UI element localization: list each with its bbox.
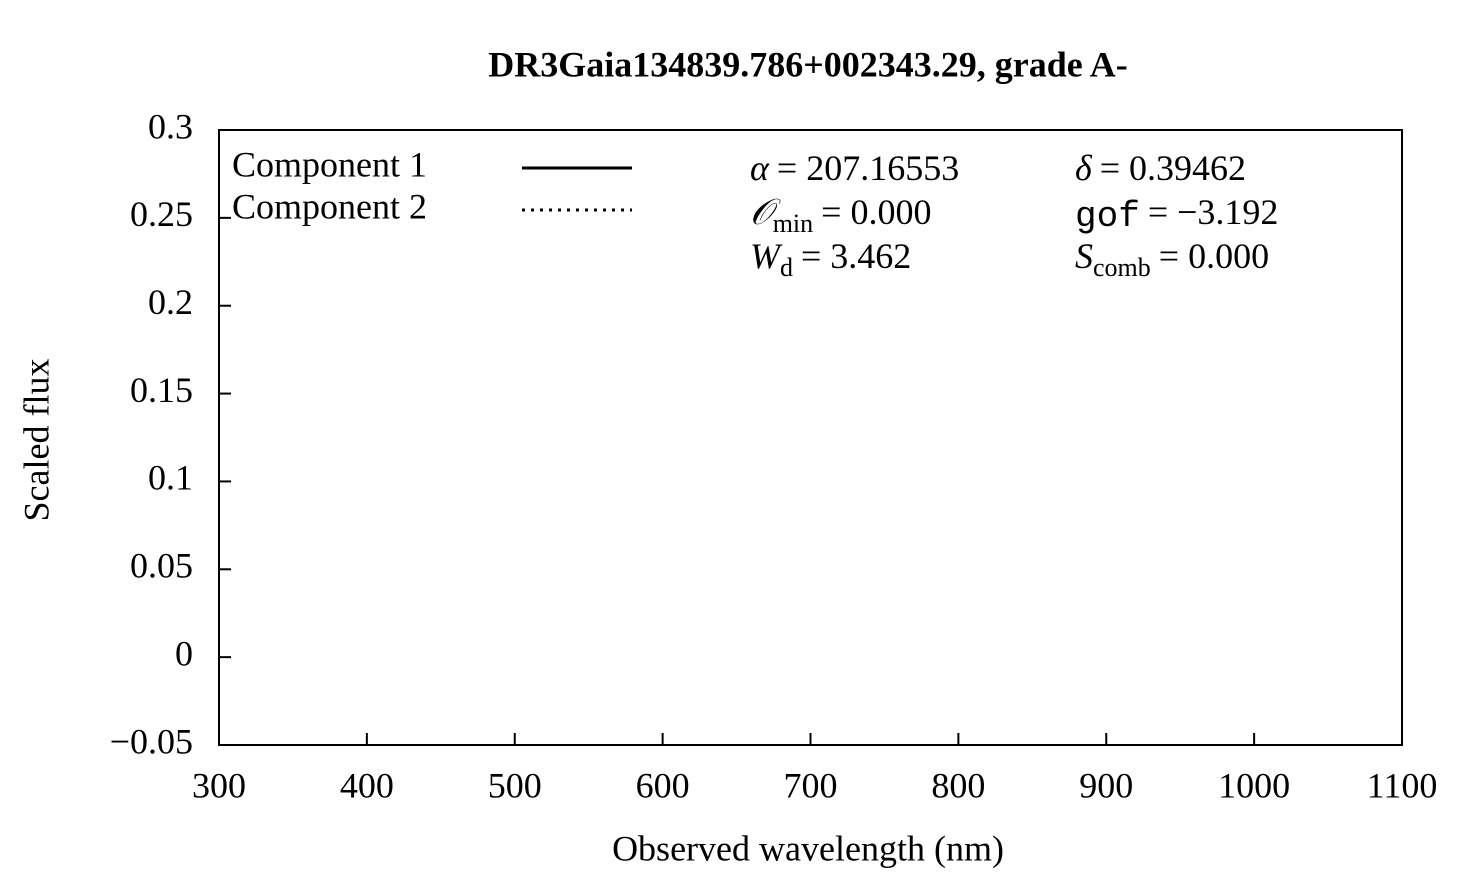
annotation: δ = 0.39462 — [1075, 148, 1246, 188]
annotation-value: = 0.39462 — [1100, 148, 1246, 188]
x-tick-label: 900 — [1079, 765, 1133, 805]
y-axis-label: Scaled flux — [16, 359, 56, 522]
x-tick-label: 600 — [636, 765, 690, 805]
annotation-symbol: S — [1075, 236, 1093, 276]
y-tick-label: 0.25 — [130, 194, 193, 234]
y-tick-label: 0.2 — [148, 282, 193, 322]
annotation-value: = −3.192 — [1148, 192, 1279, 232]
y-tick-label: 0 — [175, 633, 193, 673]
x-tick-label: 700 — [784, 765, 838, 805]
annotation-subscript: comb — [1093, 253, 1151, 282]
annotation: α = 207.16553 — [750, 148, 959, 188]
legend-label: Component 2 — [232, 186, 427, 226]
annotation: Wd = 3.462 — [750, 236, 911, 282]
annotation-value: = 0.000 — [1159, 236, 1269, 276]
chart-title: DR3Gaia134839.786+002343.29, grade A- — [488, 44, 1128, 84]
annotation-value: = 207.16553 — [777, 148, 959, 188]
x-tick-label: 400 — [340, 765, 394, 805]
x-tick-label: 800 — [931, 765, 985, 805]
annotation-subscript: min — [773, 209, 813, 238]
x-axis-label: Observed wavelength (nm) — [612, 828, 1004, 868]
x-tick-label: 500 — [488, 765, 542, 805]
annotation: gof = −3.192 — [1075, 192, 1278, 236]
y-tick-label: −0.05 — [110, 721, 193, 761]
y-tick-label: 0.3 — [148, 106, 193, 146]
annotation: 𝒪min = 0.000 — [750, 192, 931, 238]
annotation-subscript: d — [780, 253, 793, 282]
annotation-symbol: gof — [1075, 196, 1140, 237]
y-tick-label: 0.1 — [148, 458, 193, 498]
annotation-symbol: W — [750, 236, 783, 276]
annotation-value: = 0.000 — [821, 192, 931, 232]
annotation: Scomb = 0.000 — [1075, 236, 1269, 282]
annotation-value: = 3.462 — [801, 236, 911, 276]
annotation-symbol: α — [750, 148, 770, 188]
legend-label: Component 1 — [232, 144, 427, 184]
x-tick-label: 1100 — [1367, 765, 1438, 805]
x-tick-label: 300 — [192, 765, 246, 805]
x-tick-label: 1000 — [1218, 765, 1290, 805]
y-tick-label: 0.05 — [130, 546, 193, 586]
annotation-symbol: δ — [1075, 148, 1093, 188]
y-tick-label: 0.15 — [130, 370, 193, 410]
